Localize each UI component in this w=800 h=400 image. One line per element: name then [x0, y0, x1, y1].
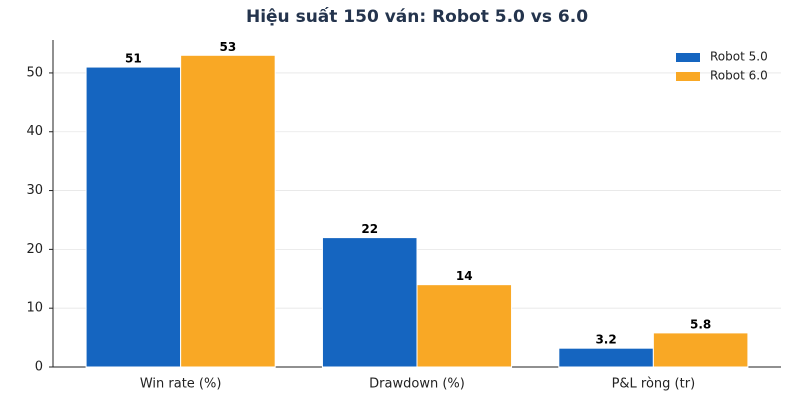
bar	[416, 284, 513, 368]
x-tick-label: Drawdown (%)	[369, 377, 465, 392]
legend-label: Robot 5.0	[710, 50, 768, 64]
bar	[180, 54, 276, 368]
legend-swatch	[676, 53, 700, 62]
chart-title: Hiệu suất 150 ván: Robot 5.0 vs 6.0	[246, 6, 588, 27]
y-tick-label: 50	[26, 65, 43, 80]
value-label: 5.8	[690, 317, 711, 331]
bar	[321, 237, 418, 368]
y-tick-label: 40	[26, 124, 43, 139]
y-tick-label: 0	[35, 360, 43, 375]
bar	[85, 66, 182, 368]
value-label: 14	[456, 269, 473, 283]
bar	[652, 332, 749, 368]
y-tick-label: 10	[26, 301, 43, 316]
value-label: 22	[361, 222, 378, 236]
value-label: 51	[125, 52, 142, 66]
x-tick-label: Win rate (%)	[140, 377, 222, 392]
y-tick-label: 20	[26, 242, 43, 257]
value-label: 3.2	[595, 333, 616, 347]
legend-swatch	[676, 72, 700, 81]
value-label: 53	[220, 40, 237, 54]
bar	[558, 347, 654, 368]
y-tick-label: 30	[26, 183, 43, 198]
x-tick-label: P&L ròng (tr)	[612, 377, 696, 392]
legend-label: Robot 6.0	[710, 69, 768, 83]
